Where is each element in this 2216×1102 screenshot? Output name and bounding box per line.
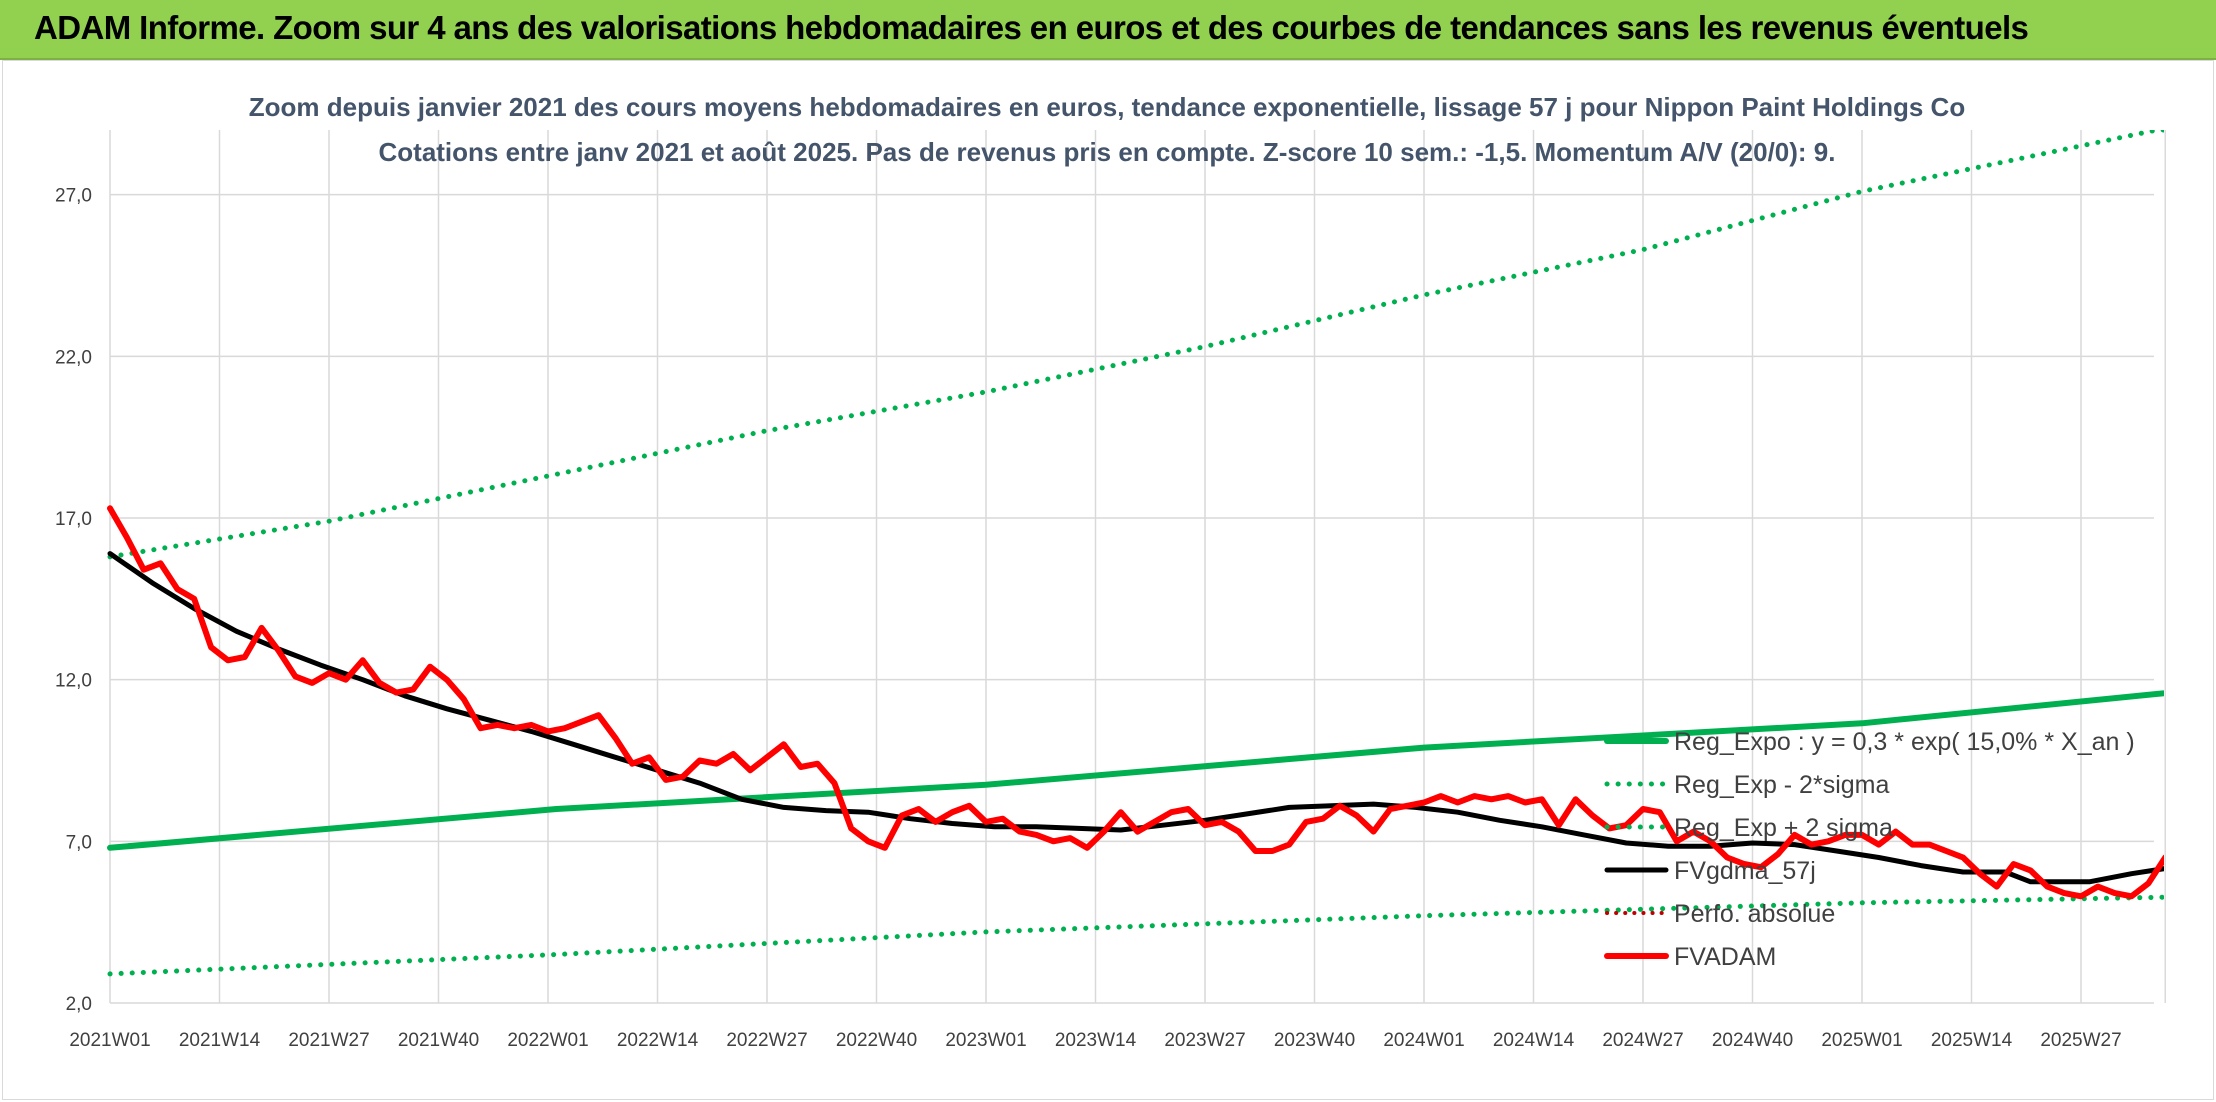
series-line-reg-expo-y-0-3-exp-15-0-x-an [107,690,2164,851]
x-tick-label: 2021W14 [179,1030,261,1051]
chart-legend: Reg_Expo : y = 0,3 * exp( 15,0% * X_an )… [1604,728,2135,971]
legend-label: FVADAM [1674,943,1776,971]
legend-label: Reg_Exp - 2*sigma [1674,771,1889,799]
plot-area [107,130,2164,977]
y-tick-label: 27,0 [55,186,92,207]
legend-label: FVgdma_57j [1674,857,1816,885]
x-tick-label: 2025W14 [1931,1030,2013,1051]
legend-label: Reg_Expo : y = 0,3 * exp( 15,0% * X_an ) [1674,728,2135,756]
y-tick-label: 22,0 [55,347,92,368]
x-tick-label: 2021W01 [69,1030,150,1051]
x-tick-label: 2023W40 [1274,1030,1355,1051]
x-tick-label: 2024W01 [1383,1030,1464,1051]
legend-entry: FVgdma_57j [1604,857,1816,885]
x-tick-label: 2025W27 [2040,1030,2121,1051]
x-tick-label: 2021W40 [398,1030,479,1051]
x-tick-label: 2022W27 [726,1030,807,1051]
x-tick-label: 2024W40 [1712,1030,1793,1051]
gridlines [109,130,2166,1004]
series-line-reg-exp-2-sigma [107,130,2164,560]
series-line-fvgdma-57j [107,551,2164,885]
x-tick-label: 2023W27 [1164,1030,1245,1051]
y-tick-label: 17,0 [55,509,92,530]
legend-entry: Reg_Exp + 2 sigma [1604,814,1893,842]
y-tick-label: 12,0 [55,671,92,692]
chart-subtitle: Cotations entre janv 2021 et août 2025. … [379,137,1836,167]
chart-frame [2,60,2214,1100]
chart-title: Zoom depuis janvier 2021 des cours moyen… [249,92,1965,122]
x-tick-label: 2021W27 [288,1030,369,1051]
legend-entry: Reg_Expo : y = 0,3 * exp( 15,0% * X_an ) [1604,728,2135,756]
x-tick-label: 2022W01 [507,1030,588,1051]
report-banner-title: ADAM Informe. Zoom sur 4 ans des valoris… [34,9,2029,46]
y-axis-ticks: 2,0 7,0 12,0 17,0 22,0 27,0 [55,186,92,1015]
series-line-reg-exp-2-sigma [107,894,2164,977]
legend-label: Reg_Exp + 2 sigma [1674,814,1893,842]
x-axis-ticks: 2021W01 2021W14 2021W27 2021W40 2022W01 2022W… [69,1030,2121,1051]
x-tick-label: 2023W14 [1055,1030,1137,1051]
x-tick-label: 2023W01 [945,1030,1026,1051]
series-layer [107,130,2164,977]
y-tick-label: 7,0 [66,832,92,853]
x-tick-label: 2024W14 [1493,1030,1575,1051]
legend-entry: FVADAM [1604,943,1776,971]
x-tick-label: 2024W27 [1602,1030,1683,1051]
legend-entry: Perfo. absolue [1605,900,1835,928]
series-line-fvadam [107,505,2164,900]
x-tick-label: 2022W40 [836,1030,917,1051]
x-tick-label: 2022W14 [617,1030,699,1051]
y-tick-label: 2,0 [66,994,92,1015]
x-tick-label: 2025W01 [1821,1030,1902,1051]
legend-entry: Reg_Exp - 2*sigma [1604,771,1889,799]
report-banner: ADAM Informe. Zoom sur 4 ans des valoris… [0,0,2216,60]
legend-label: Perfo. absolue [1674,900,1835,928]
